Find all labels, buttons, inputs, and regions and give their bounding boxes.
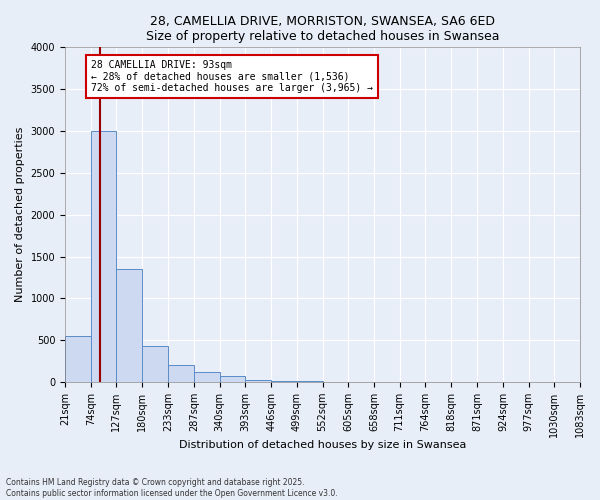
Bar — [142, 346, 168, 382]
Bar — [65, 336, 91, 382]
Text: 28 CAMELLIA DRIVE: 93sqm
← 28% of detached houses are smaller (1,536)
72% of sem: 28 CAMELLIA DRIVE: 93sqm ← 28% of detach… — [91, 60, 373, 92]
X-axis label: Distribution of detached houses by size in Swansea: Distribution of detached houses by size … — [179, 440, 466, 450]
Bar — [245, 380, 271, 382]
Y-axis label: Number of detached properties: Number of detached properties — [15, 127, 25, 302]
Bar — [116, 269, 142, 382]
Bar — [271, 381, 297, 382]
Bar — [220, 376, 245, 382]
Title: 28, CAMELLIA DRIVE, MORRISTON, SWANSEA, SA6 6ED
Size of property relative to det: 28, CAMELLIA DRIVE, MORRISTON, SWANSEA, … — [146, 15, 499, 43]
Text: Contains HM Land Registry data © Crown copyright and database right 2025.
Contai: Contains HM Land Registry data © Crown c… — [6, 478, 338, 498]
Bar — [194, 372, 220, 382]
Bar — [168, 366, 194, 382]
Bar — [91, 131, 116, 382]
